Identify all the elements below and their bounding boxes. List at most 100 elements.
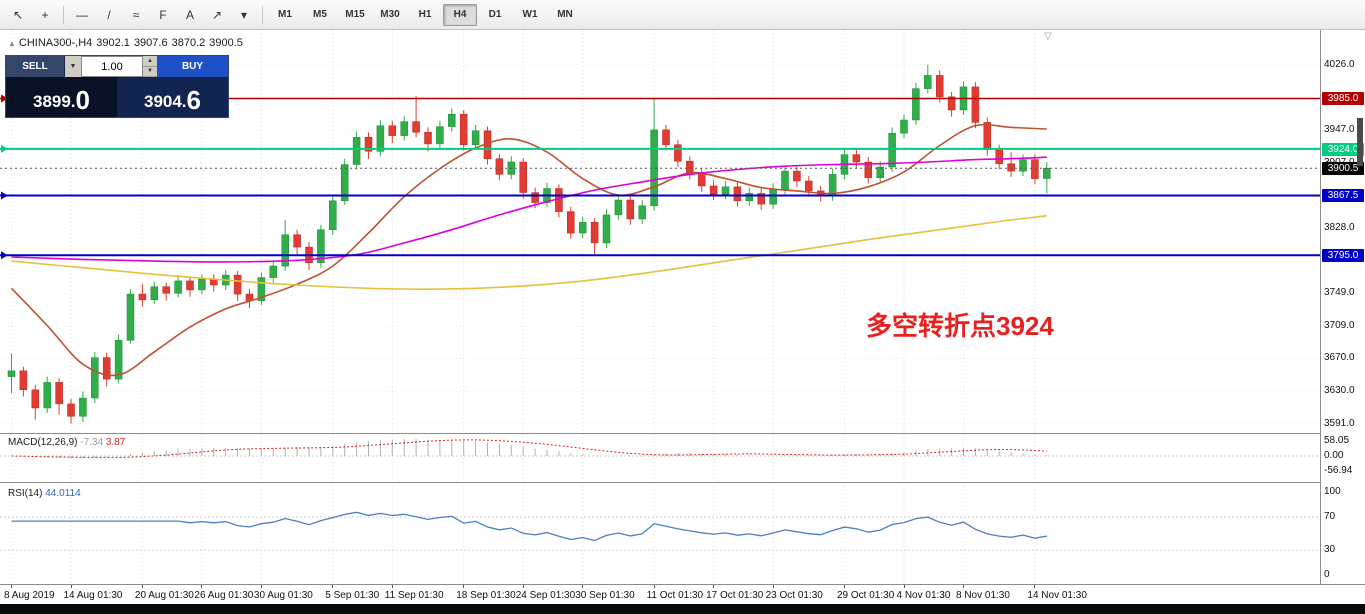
timeframe-h1-button[interactable]: H1 <box>418 9 432 20</box>
volume-dropdown-button[interactable]: ▼ <box>65 56 81 77</box>
price-badge-3985.0: 3985.0 <box>1322 92 1364 105</box>
time-tick <box>522 585 524 588</box>
timeframe-m15-button[interactable]: M15 <box>345 9 365 20</box>
hline-anchor-icon <box>1 94 8 103</box>
fibonacci-tool[interactable]: F <box>159 7 167 22</box>
text-tool[interactable]: A <box>185 7 194 22</box>
price-badge-3795.0: 3795.0 <box>1322 249 1364 262</box>
arrow-tool[interactable]: ↗ <box>211 7 223 22</box>
time-tick <box>1034 585 1036 588</box>
sell-price[interactable]: 3899. 0 <box>6 77 117 117</box>
chart-shift-marker-icon[interactable]: ▽ <box>1044 31 1052 42</box>
date-label: 29 Oct 01:30 <box>837 590 895 601</box>
rsi-axis-label: 0 <box>1324 569 1330 580</box>
volume-up-button[interactable]: ▲ <box>143 56 157 67</box>
timeframe-h4-button[interactable]: H4 <box>443 3 477 26</box>
macd-axis-label: 58.05 <box>1324 435 1350 446</box>
timeframe-m1-button[interactable]: M1 <box>278 9 292 20</box>
timeframe-m30-button[interactable]: M30 <box>380 9 400 20</box>
ma-mid-line[interactable] <box>11 156 1047 263</box>
timeframe-d1-button[interactable]: D1 <box>488 9 502 20</box>
macd-histogram <box>22 439 1048 459</box>
time-tick <box>141 585 143 588</box>
time-tick <box>332 585 334 588</box>
symbol-name: CHINA300-,H4 <box>18 37 93 49</box>
macd-indicator-label: MACD(12,26,9) -7.34 3.87 <box>8 437 125 448</box>
buy-price[interactable]: 3904. 6 <box>117 77 228 117</box>
price-axis: 4026.03947.03907.03828.03749.03709.03670… <box>1320 30 1365 584</box>
date-label: 17 Oct 01:30 <box>706 590 764 601</box>
macd-axis-label: -56.94 <box>1324 465 1353 476</box>
date-label: 23 Oct 01:30 <box>765 590 823 601</box>
volume-input[interactable] <box>81 56 143 77</box>
volume-down-button[interactable]: ▼ <box>143 66 157 77</box>
macd-panel-separator[interactable] <box>0 433 1365 434</box>
ma-slow-line[interactable] <box>11 214 1047 291</box>
macd-main-value: -7.34 <box>80 437 104 448</box>
date-label: 14 Nov 01:30 <box>1027 590 1087 601</box>
ohlc-high: 3907.6 <box>133 37 168 49</box>
elliott-wave-tool[interactable]: ≈ <box>132 7 140 22</box>
ma-fast-line[interactable] <box>10 123 1047 377</box>
time-tick <box>260 585 262 588</box>
time-tick <box>582 585 584 588</box>
time-tick <box>201 585 203 588</box>
time-tick <box>903 585 905 588</box>
timeframe-w1-button[interactable]: W1 <box>522 9 538 20</box>
price-axis-label: 3709.0 <box>1324 320 1355 331</box>
macd-signal-line <box>11 439 1047 458</box>
cursor-tool[interactable]: ↖ <box>12 7 24 22</box>
time-tick <box>391 585 393 588</box>
date-label: 8 Nov 01:30 <box>956 590 1010 601</box>
ohlc-low: 3870.2 <box>171 37 206 49</box>
timeframe-group: M1 M5 M15 M30 H1 H4 D1 W1 MN <box>268 3 582 26</box>
rsi-indicator-label: RSI(14) 44.0114 <box>8 488 81 499</box>
price-badge-3867.5: 3867.5 <box>1322 189 1364 202</box>
rsi-axis-label: 70 <box>1324 511 1336 522</box>
rsi-panel-separator[interactable] <box>0 482 1365 483</box>
price-axis-label: 3670.0 <box>1324 352 1355 363</box>
time-tick <box>713 585 715 588</box>
price-axis-label: 3749.0 <box>1324 287 1355 298</box>
sell-price-main: 3899. <box>32 92 76 111</box>
time-tick <box>11 585 12 588</box>
time-axis: 8 Aug 2019 14 Aug 01:30 20 Aug 01:30 26 Aug… <box>0 584 1365 604</box>
price-axis-label: 3630.0 <box>1324 385 1355 396</box>
toolbar-separator <box>262 5 263 24</box>
crosshair-tool[interactable]: + <box>41 7 49 22</box>
rsi-axis-label: 30 <box>1324 544 1336 555</box>
horizontal-line-tool[interactable]: — <box>76 7 88 22</box>
date-label: 26 Aug 01:30 <box>194 590 254 601</box>
scrollbar-thumb[interactable] <box>1357 118 1363 166</box>
rsi-name: RSI(14) <box>8 488 43 499</box>
taskbar-strip <box>0 604 1365 614</box>
timeframe-mn-button[interactable]: MN <box>557 9 573 20</box>
date-label: 24 Sep 01:30 <box>515 590 576 601</box>
shapes-dropdown[interactable]: ▾ <box>240 7 248 22</box>
one-click-trading-panel: SELL ▼ ▲ ▼ BUY 3899.0 3904.6 <box>5 55 229 118</box>
date-label: 30 Aug 01:30 <box>253 590 313 601</box>
price-axis-label: 4026.0 <box>1324 59 1355 70</box>
hline-anchor-icon <box>1 251 8 260</box>
buy-price-main: 3904. <box>143 92 187 111</box>
price-axis-label: 3947.0 <box>1324 124 1355 135</box>
current-price-badge: 3900.5 <box>1322 162 1364 175</box>
date-label: 20 Aug 01:30 <box>134 590 194 601</box>
price-badge-3924.0: 3924.0 <box>1322 143 1364 156</box>
rsi-axis-label: 100 <box>1324 486 1341 497</box>
ohlc-close: 3900.5 <box>209 37 243 49</box>
candlesticks <box>7 64 1051 424</box>
buy-button[interactable]: BUY <box>157 56 228 77</box>
time-tick <box>772 585 774 588</box>
hline-anchor-icon <box>1 191 8 200</box>
date-label: 11 Sep 01:30 <box>384 590 444 601</box>
ohlc-open: 3902.1 <box>96 37 130 49</box>
time-tick <box>463 585 465 588</box>
date-label: 8 Aug 2019 <box>4 590 55 601</box>
sell-button[interactable]: SELL <box>6 56 65 77</box>
toolbar-separator <box>63 5 64 24</box>
trendline-tool[interactable]: / <box>107 7 111 22</box>
timeframe-m5-button[interactable]: M5 <box>313 9 327 20</box>
